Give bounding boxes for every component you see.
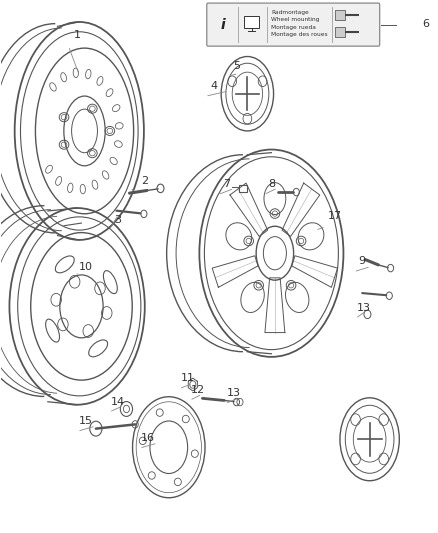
Text: Montage rueda: Montage rueda xyxy=(271,25,316,29)
Text: 16: 16 xyxy=(141,433,155,443)
Bar xyxy=(239,185,247,192)
Text: 13: 13 xyxy=(357,303,371,313)
Text: 11: 11 xyxy=(180,373,194,383)
Text: Radmontage: Radmontage xyxy=(271,10,309,14)
Text: 6: 6 xyxy=(422,19,429,29)
Bar xyxy=(244,16,259,28)
Text: 10: 10 xyxy=(79,262,93,271)
Bar xyxy=(335,10,345,20)
Text: 14: 14 xyxy=(111,397,125,407)
Text: 3: 3 xyxy=(114,215,121,225)
Text: 2: 2 xyxy=(141,176,148,187)
Text: 9: 9 xyxy=(359,256,366,266)
Text: 1: 1 xyxy=(74,30,81,41)
Text: Wheel mounting: Wheel mounting xyxy=(271,17,319,22)
Text: 17: 17 xyxy=(328,211,342,221)
Text: i: i xyxy=(220,18,225,31)
Text: 7: 7 xyxy=(223,179,230,189)
Text: 12: 12 xyxy=(191,385,205,395)
FancyBboxPatch shape xyxy=(207,3,380,46)
Text: Montage des roues: Montage des roues xyxy=(271,32,328,37)
Text: 13: 13 xyxy=(226,388,240,398)
Bar xyxy=(335,27,345,37)
Text: 15: 15 xyxy=(79,416,93,426)
Text: 5: 5 xyxy=(233,61,240,70)
Text: 4: 4 xyxy=(210,81,217,91)
Text: 8: 8 xyxy=(268,179,276,189)
